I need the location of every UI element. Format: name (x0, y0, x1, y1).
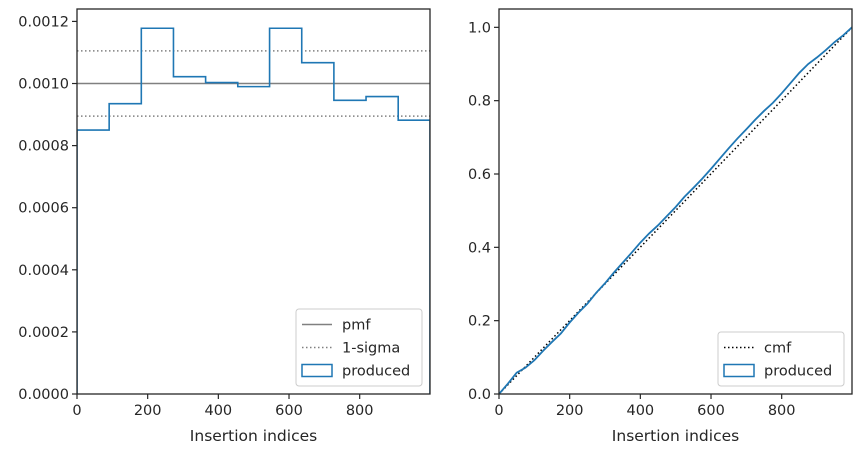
y-tick-label: 0.0004 (18, 263, 69, 279)
x-tick-label: 600 (275, 403, 303, 419)
y-tick-label: 1.0 (468, 20, 491, 36)
x-tick-label: 0 (494, 403, 503, 419)
legend-frame (717, 331, 845, 387)
x-tick-label: 400 (626, 403, 654, 419)
y-tick-label: 0.0012 (18, 14, 69, 30)
axes-frame (76, 8, 431, 395)
y-tick-label: 0.0006 (18, 201, 69, 217)
x-axis-label: Insertion indices (190, 427, 317, 445)
y-tick-label: 0.0008 (18, 139, 69, 155)
axes-2: 0 200 400 600 800 0.0 0.2 0.4 0.6 0.8 1.0 Insertion… (468, 8, 853, 445)
y-tick-label: 0.6 (468, 167, 491, 183)
x-tick-label: 0 (72, 403, 81, 419)
y-tick-label: 0.0010 (18, 77, 69, 93)
x-tick-label: 800 (346, 403, 374, 419)
legend-label: cmf (764, 341, 792, 357)
x-axis-label: Insertion indices (612, 427, 739, 445)
y-tick-label: 0.8 (468, 94, 491, 110)
legend-frame (295, 308, 423, 387)
axes-1: 0 200 400 600 800 0.0000 0.0002 0.0004 0.0006 0.0… (18, 8, 431, 445)
legend-label: produced (764, 364, 832, 380)
axes-frame (498, 8, 853, 395)
legend-handle-produced (301, 363, 333, 378)
plot-area (499, 26, 852, 394)
legend-label: pmf (342, 318, 371, 334)
cmf-line (499, 26, 852, 394)
x-tick-label: 800 (768, 403, 796, 419)
legend: cmf produced (717, 331, 845, 387)
y-tick-label: 0.4 (468, 240, 491, 256)
x-tick-label: 600 (697, 403, 725, 419)
y-tick-label: 0.0000 (18, 387, 69, 403)
legend: pmf 1-sigma produced (295, 308, 423, 387)
plot-area (77, 27, 430, 394)
y-tick-label: 0.2 (468, 314, 491, 330)
legend-label: produced (342, 364, 410, 380)
x-tick-label: 200 (134, 403, 162, 419)
legend-label: 1-sigma (342, 341, 400, 357)
y-tick-label: 0.0002 (18, 325, 69, 341)
x-tick-label: 400 (204, 403, 232, 419)
y-tick-label: 0.0 (468, 387, 491, 403)
produced-histogram (77, 27, 430, 394)
legend-handle-produced (723, 363, 755, 378)
x-tick-label: 200 (556, 403, 584, 419)
produced-line (499, 26, 852, 394)
